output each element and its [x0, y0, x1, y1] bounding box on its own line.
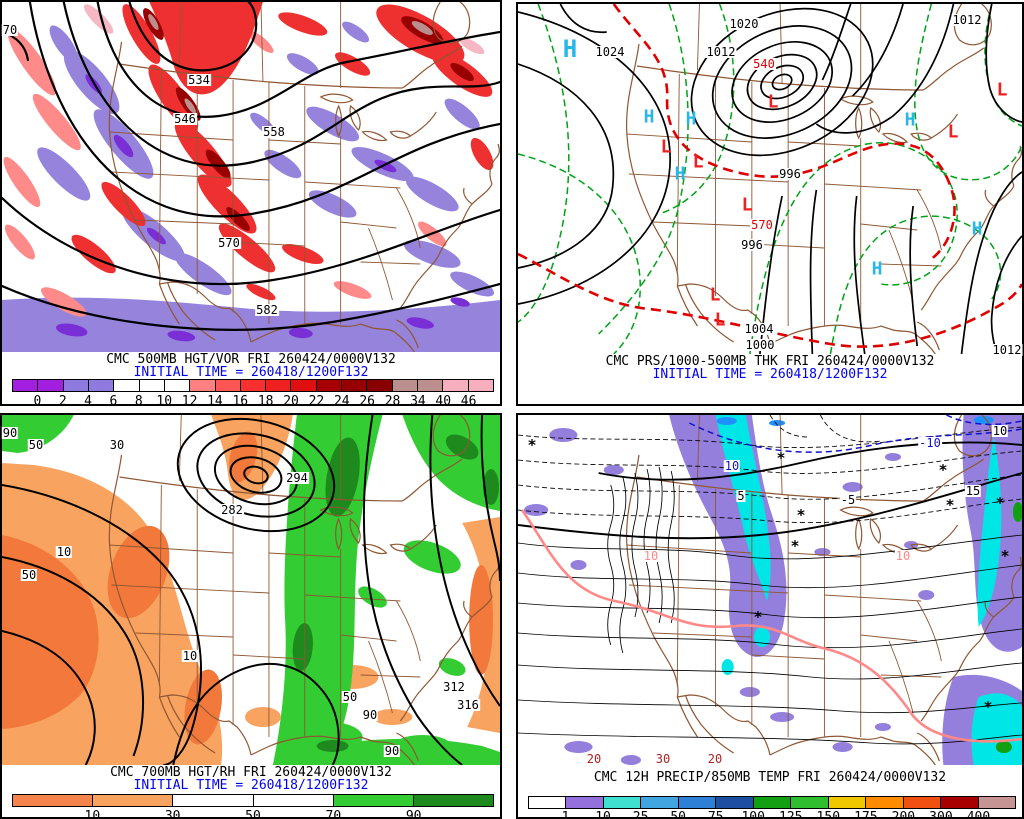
colorbar-tick-label: 12 [181, 394, 198, 409]
initial-time-700mb: INITIAL TIME = 260418/1200F132 [133, 778, 369, 793]
colorbar-ticks-vorticity: 0 2 4 6 8 10 12 14 16 18 20 22 24 26 28 34 40 46 [12, 394, 494, 409]
colorbar-tick-label: 200 [891, 810, 916, 819]
colorbar-cell [640, 797, 678, 808]
colorbar-tick-label: 50 [245, 809, 261, 819]
colorbar-cell [332, 795, 413, 806]
colorbar-tick-label: 100 [741, 810, 765, 819]
panel-precip-850temp: -10 10 10 15 5 -5 10 10 20 30 20 * * * * * * * * * * CMC 12H… [516, 413, 1024, 819]
colorbar-cell [412, 795, 494, 806]
caption-700mb: CMC 700MB HGT/RH FRI 260424/0000V132 [110, 765, 392, 780]
colorbar-tick-label: 22 [308, 394, 325, 409]
colorbar-cell [138, 380, 164, 391]
colorbar-cell [13, 795, 93, 806]
panel-prs-thickness: 1020 1024 1012 1012 996 996 1004 1000 1012 540 570… [516, 2, 1024, 406]
colorbar-tick-label: 8 [134, 394, 143, 409]
colorbar-tick-label: 300 [929, 810, 953, 819]
colorbar-tick-label: 18 [257, 394, 274, 409]
colorbar-tick-label: 125 [779, 810, 803, 819]
panel-500mb-hgt-vor: 70 534 546 558 570 582 CMC 500MB HGT/VOR FRI … [0, 0, 502, 409]
colorbar-cell [252, 795, 333, 806]
colorbar-tick-label: 30 [164, 809, 181, 819]
colorbar-cell [341, 380, 367, 391]
map-500mb-hgt-vor [2, 2, 500, 352]
colorbar-cell [977, 797, 1016, 808]
initial-time-prs-thk: INITIAL TIME = 260418/1200F132 [652, 367, 888, 382]
colorbar-tick-label: 10 [84, 809, 101, 819]
colorbar-tick-label: 10 [595, 810, 611, 819]
colorbar-tick-label: 16 [232, 394, 249, 409]
colorbar-tick-label: 2 [58, 394, 67, 409]
colorbar-tick-label: 20 [283, 394, 299, 409]
colorbar-tick-label: 46 [460, 394, 477, 409]
caption-precip: CMC 12H PRECIP/850MB TEMP FRI 260424/000… [593, 770, 947, 785]
colorbar-tick-label: 150 [816, 810, 841, 819]
colorbar-cell [565, 797, 603, 808]
colorbar-cell [189, 380, 215, 391]
colorbar-cell [290, 380, 316, 391]
colorbar-cell [467, 380, 493, 391]
colorbar-tick-label: 0 [33, 394, 42, 409]
caption-500mb: CMC 500MB HGT/VOR FRI 260424/0000V132 [106, 352, 396, 367]
colorbar-ticks-precip: 1 10 25 50 75 100 125 150 175 200 300 400 [528, 810, 1016, 819]
colorbar-cell [315, 380, 342, 391]
colorbar-tick-label: 400 [966, 810, 991, 819]
colorbar-cell [37, 380, 63, 391]
colorbar-cell [827, 797, 866, 808]
colorbar-cell [940, 797, 978, 808]
colorbar-tick-label: 25 [632, 810, 649, 819]
colorbar-tick-label: 6 [109, 394, 118, 409]
colorbar-tick-label: 10 [156, 394, 173, 409]
colorbar-cell [442, 380, 468, 391]
map-precip-850temp [518, 415, 1022, 765]
colorbar-cell [62, 380, 88, 391]
colorbar-vorticity [12, 379, 494, 392]
colorbar-cell [113, 380, 139, 391]
colorbar-tick-label: 4 [84, 394, 93, 409]
colorbar-cell [239, 380, 266, 391]
colorbar-cell [13, 380, 38, 391]
colorbar-cell [391, 380, 417, 391]
colorbar-ticks-rh: 10 30 50 70 90 [12, 809, 494, 819]
colorbar-cell [417, 380, 443, 391]
map-700mb-hgt-rh [2, 415, 500, 765]
colorbar-cell [752, 797, 791, 808]
colorbar-cell [163, 380, 190, 391]
map-prs-thickness [518, 4, 1022, 354]
colorbar-tick-label: 50 [670, 810, 686, 819]
colorbar-tick-label: 26 [359, 394, 375, 409]
colorbar-cell [790, 797, 828, 808]
colorbar-precip [528, 796, 1016, 809]
colorbar-tick-label: 175 [854, 810, 878, 819]
colorbar-cell [92, 795, 173, 806]
colorbar-tick-label: 40 [435, 394, 452, 409]
colorbar-cell [366, 380, 392, 391]
colorbar-tick-label: 90 [405, 809, 422, 819]
colorbar-tick-label: 75 [707, 810, 724, 819]
colorbar-cell [265, 380, 291, 391]
colorbar-cell [87, 380, 114, 391]
colorbar-tick-label: 14 [207, 394, 223, 409]
colorbar-tick-label: 28 [384, 394, 401, 409]
colorbar-cell [902, 797, 941, 808]
colorbar-cell [715, 797, 753, 808]
colorbar-cell [677, 797, 716, 808]
initial-time-500mb: INITIAL TIME = 260418/1200F132 [133, 365, 369, 380]
colorbar-cell [172, 795, 253, 806]
colorbar-rh [12, 794, 494, 807]
colorbar-tick-label: 24 [333, 394, 350, 409]
colorbar-cell [214, 380, 240, 391]
colorbar-tick-label: 34 [410, 394, 426, 409]
colorbar-cell [865, 797, 903, 808]
colorbar-cell [602, 797, 641, 808]
colorbar-tick-label: 1 [561, 810, 570, 819]
colorbar-cell [529, 797, 566, 808]
panel-700mb-hgt-rh: 90 50 30 294 282 10 50 10 312 316 50 90 90 CMC 700MB… [0, 413, 502, 819]
caption-prs-thk: CMC PRS/1000-500MB THK FRI 260424/0000V1… [605, 354, 935, 369]
colorbar-tick-label: 70 [325, 809, 342, 819]
